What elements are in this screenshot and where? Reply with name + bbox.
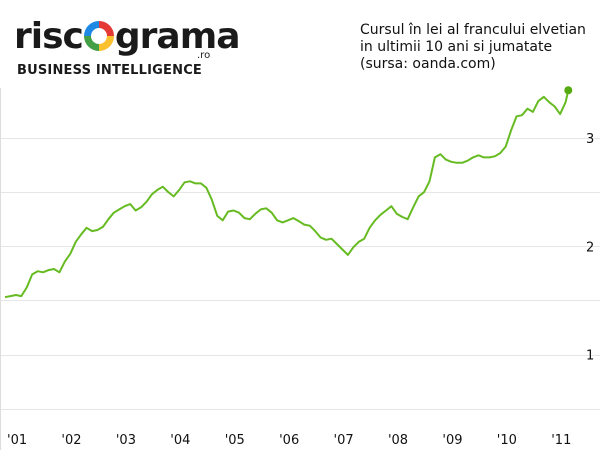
x-tick-label: '05 — [225, 433, 245, 448]
riscograma-logo: risc grama .ro BUSINESS INTELLIGENCE — [14, 14, 240, 80]
x-tick-label: '01 — [7, 433, 27, 448]
logo-wordmark: risc grama — [14, 14, 240, 60]
color-ring-icon — [83, 21, 114, 51]
x-tick-label: '09 — [442, 433, 462, 448]
x-tick-label: '07 — [334, 433, 354, 448]
x-tick-label: '04 — [170, 433, 190, 448]
series-layer — [4, 86, 573, 299]
caption-line-3: (sursa: oanda.com) — [360, 56, 496, 72]
x-tick-label: '08 — [388, 433, 408, 448]
y-axis-ticks: 1 2 3 — [586, 132, 594, 364]
last-point-marker — [564, 86, 573, 95]
logo-domain: .ro — [197, 50, 211, 61]
series-line — [4, 90, 570, 299]
y-tick-label: 1 — [586, 349, 594, 364]
caption-line-2: in ultimii 10 ani si jumatate — [360, 39, 553, 55]
logo-tagline: BUSINESS INTELLIGENCE — [17, 63, 203, 78]
y-tick-label: 2 — [586, 240, 594, 255]
logo-word-before: risc — [14, 16, 84, 57]
x-tick-label: '11 — [551, 433, 571, 448]
logo-word-after: grama — [114, 16, 241, 57]
grid-lines — [0, 88, 600, 450]
x-tick-label: '10 — [497, 433, 517, 448]
chart-caption: Cursul în lei al francului elvetian in u… — [360, 22, 586, 73]
x-tick-label: '06 — [279, 433, 299, 448]
x-tick-label: '02 — [61, 433, 81, 448]
y-tick-label: 3 — [586, 132, 594, 147]
x-tick-label: '03 — [116, 433, 136, 448]
caption-line-1: Cursul în lei al francului elvetian — [360, 22, 586, 38]
x-axis-ticks: '01 '02 '03 '04 '05 '06 '07 '08 '09 '10 '11 — [7, 433, 571, 448]
